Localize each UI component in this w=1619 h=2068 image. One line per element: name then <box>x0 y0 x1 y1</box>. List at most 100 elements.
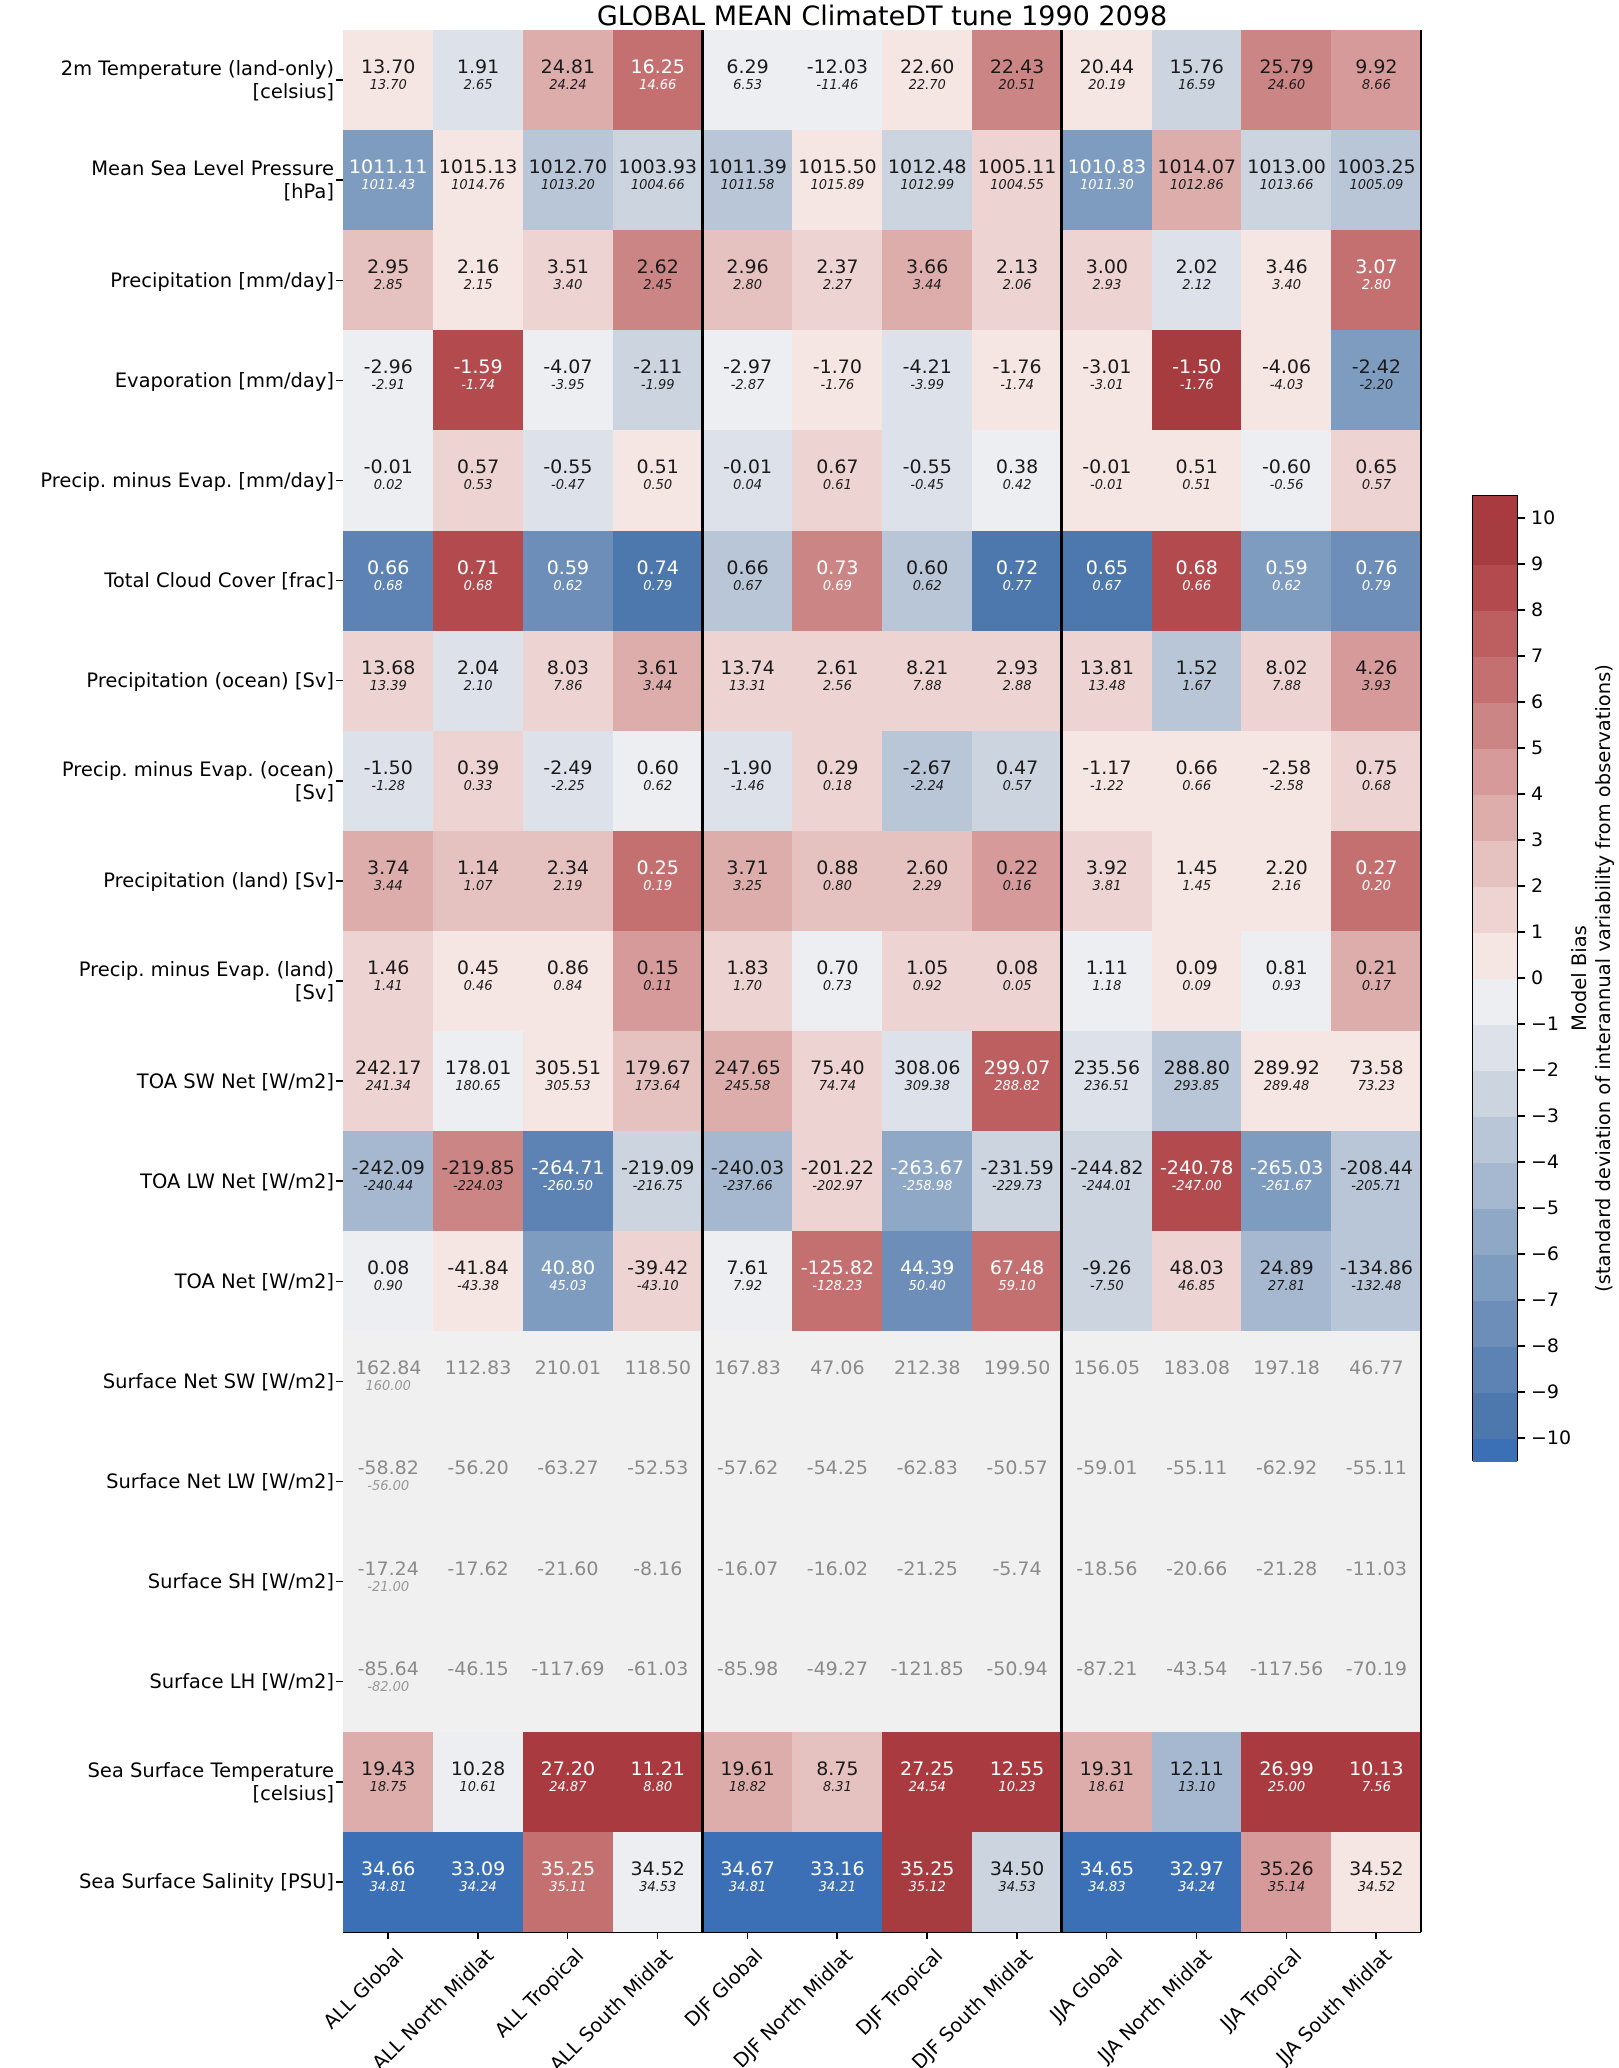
cell-model-value: 32.97 <box>1169 1857 1224 1880</box>
heatmap-cell: 0.68 0.66 <box>1151 530 1242 632</box>
heatmap-cell: -4.07 -3.95 <box>522 330 614 432</box>
colorbar-segment <box>1473 841 1517 887</box>
cell-obs-value: 3.40 <box>553 278 583 294</box>
cell-model-value: 0.68 <box>1175 556 1218 579</box>
cell-model-value: -16.02 <box>806 1557 868 1580</box>
y-axis-tick <box>336 1580 343 1583</box>
cell-model-value: -58.82 <box>357 1457 419 1480</box>
colorbar <box>1472 495 1518 1462</box>
heatmap-cell: 0.09 0.09 <box>1151 930 1242 1032</box>
heatmap-cell: -240.78 -247.00 <box>1151 1131 1242 1232</box>
heatmap-cell: -1.76 -1.74 <box>971 330 1063 432</box>
heatmap-cell: 242.17 241.34 <box>343 1031 434 1132</box>
heatmap-cell: 8.75 8.31 <box>792 1731 883 1833</box>
cell-model-value: 0.81 <box>1265 956 1308 979</box>
cell-obs-value: -1.76 <box>1179 378 1214 394</box>
x-axis-tick <box>836 1932 838 1939</box>
cell-obs-value: 0.68 <box>463 578 493 594</box>
cell-obs-value: 2.15 <box>463 278 493 294</box>
cell-model-value: -1.50 <box>363 756 413 779</box>
cell-model-value: -1.90 <box>722 756 773 779</box>
cell-obs-value: -3.01 <box>1090 378 1124 394</box>
heatmap-cell: -41.84 -43.38 <box>432 1231 524 1332</box>
row-label-line: Total Cloud Cover [frac] <box>104 569 334 593</box>
heatmap-cell: -87.21 <box>1061 1631 1153 1733</box>
heatmap-cell: -117.69 <box>522 1631 614 1733</box>
cell-obs-value: 20.51 <box>998 78 1036 93</box>
colorbar-segment <box>1473 979 1517 1025</box>
colorbar-over-cap <box>1473 496 1517 519</box>
colorbar-segment <box>1473 887 1517 933</box>
cell-model-value: 1.45 <box>1175 856 1218 879</box>
colorbar-segment <box>1473 703 1517 749</box>
cell-obs-value: 3.25 <box>733 878 763 894</box>
cell-model-value: -55.11 <box>1345 1457 1407 1480</box>
row-label-line: [Sv] <box>294 780 334 804</box>
row-label-line: Sea Surface Salinity [PSU] <box>79 1870 334 1894</box>
cell-model-value: -52.53 <box>627 1457 689 1480</box>
cell-model-value: 1015.13 <box>438 156 518 179</box>
cell-obs-value: 45.03 <box>549 1279 587 1295</box>
heatmap-cell: -2.11 -1.99 <box>612 330 703 432</box>
cell-model-value: 13.68 <box>361 656 416 679</box>
cell-obs-value: 0.66 <box>1182 578 1212 594</box>
cell-obs-value: 2.19 <box>553 878 583 894</box>
cell-obs-value: -4.03 <box>1269 378 1304 394</box>
heatmap-cell: 0.21 0.17 <box>1331 930 1422 1032</box>
cell-model-value: 0.74 <box>636 556 679 579</box>
cell-model-value: -2.11 <box>633 356 683 379</box>
row-label-line: [hPa] <box>283 180 334 204</box>
heatmap-cell: 2.20 2.16 <box>1241 830 1332 932</box>
colorbar-tick <box>1518 931 1525 933</box>
y-axis-tick <box>336 1080 343 1082</box>
cell-obs-value: 1013.66 <box>1259 178 1314 194</box>
cell-obs-value: 25.00 <box>1267 1779 1306 1795</box>
colorbar-tick <box>1518 747 1525 749</box>
heatmap-cell: -1.50 -1.76 <box>1151 330 1242 432</box>
cell-model-value: 0.60 <box>636 756 679 779</box>
cell-model-value: -63.27 <box>537 1457 599 1480</box>
cell-model-value: -219.09 <box>621 1157 695 1180</box>
heatmap-cell: -17.62 <box>432 1531 524 1633</box>
colorbar-tick-label: 4 <box>1531 783 1544 805</box>
cell-obs-value: 3.44 <box>643 678 673 694</box>
heatmap-cell: -85.64 -82.00 <box>343 1631 434 1733</box>
row-label-line: [celsius] <box>252 80 334 104</box>
heatmap-cell: 0.51 0.50 <box>612 430 703 532</box>
heatmap-cell: 3.66 3.44 <box>882 230 973 331</box>
cell-model-value: 12.11 <box>1169 1757 1224 1780</box>
cell-model-value: 0.47 <box>995 756 1039 779</box>
cell-model-value: -56.20 <box>447 1457 509 1480</box>
heatmap-cell: -121.85 <box>882 1631 973 1733</box>
heatmap-cell: 35.26 35.14 <box>1241 1831 1332 1933</box>
cell-obs-value: 3.93 <box>1361 678 1391 694</box>
cell-model-value: 13.74 <box>720 656 775 679</box>
row-label: Precipitation (land) [Sv] <box>0 831 334 931</box>
cell-obs-value: 0.77 <box>1002 578 1032 594</box>
heatmap-cell: 67.48 59.10 <box>971 1231 1063 1332</box>
cell-obs-value: 0.80 <box>822 878 852 894</box>
colorbar-tick-label: −9 <box>1531 1381 1560 1403</box>
heatmap-cell: 235.56 236.51 <box>1061 1031 1153 1132</box>
cell-model-value: 25.79 <box>1259 56 1314 78</box>
colorbar-axis-label-line1: Model Bias <box>1568 925 1591 1031</box>
cell-obs-value: 0.20 <box>1361 878 1391 894</box>
cell-model-value: 156.05 <box>1073 1357 1141 1380</box>
cell-model-value: 0.60 <box>906 556 949 579</box>
cell-obs-value: -2.58 <box>1269 778 1304 794</box>
cell-obs-value: 241.34 <box>365 1079 411 1095</box>
cell-model-value: 3.66 <box>906 256 949 279</box>
cell-obs-value: 1.45 <box>1182 878 1212 894</box>
colorbar-tick-label: −8 <box>1531 1335 1560 1357</box>
heatmap-cell: -208.44 -205.71 <box>1331 1131 1422 1232</box>
heatmap-cell: -0.01 -0.01 <box>1061 430 1153 532</box>
cell-model-value: 0.88 <box>816 856 859 879</box>
colorbar-segment <box>1473 749 1517 795</box>
cell-obs-value: 0.90 <box>373 1279 403 1295</box>
cell-obs-value: 24.60 <box>1267 78 1306 93</box>
cell-obs-value: 8.31 <box>822 1779 852 1795</box>
heatmap-cell: 0.39 0.33 <box>432 730 524 832</box>
cell-model-value: -87.21 <box>1076 1657 1138 1680</box>
cell-model-value: 2.62 <box>636 256 679 279</box>
y-axis-tick <box>336 1180 343 1182</box>
